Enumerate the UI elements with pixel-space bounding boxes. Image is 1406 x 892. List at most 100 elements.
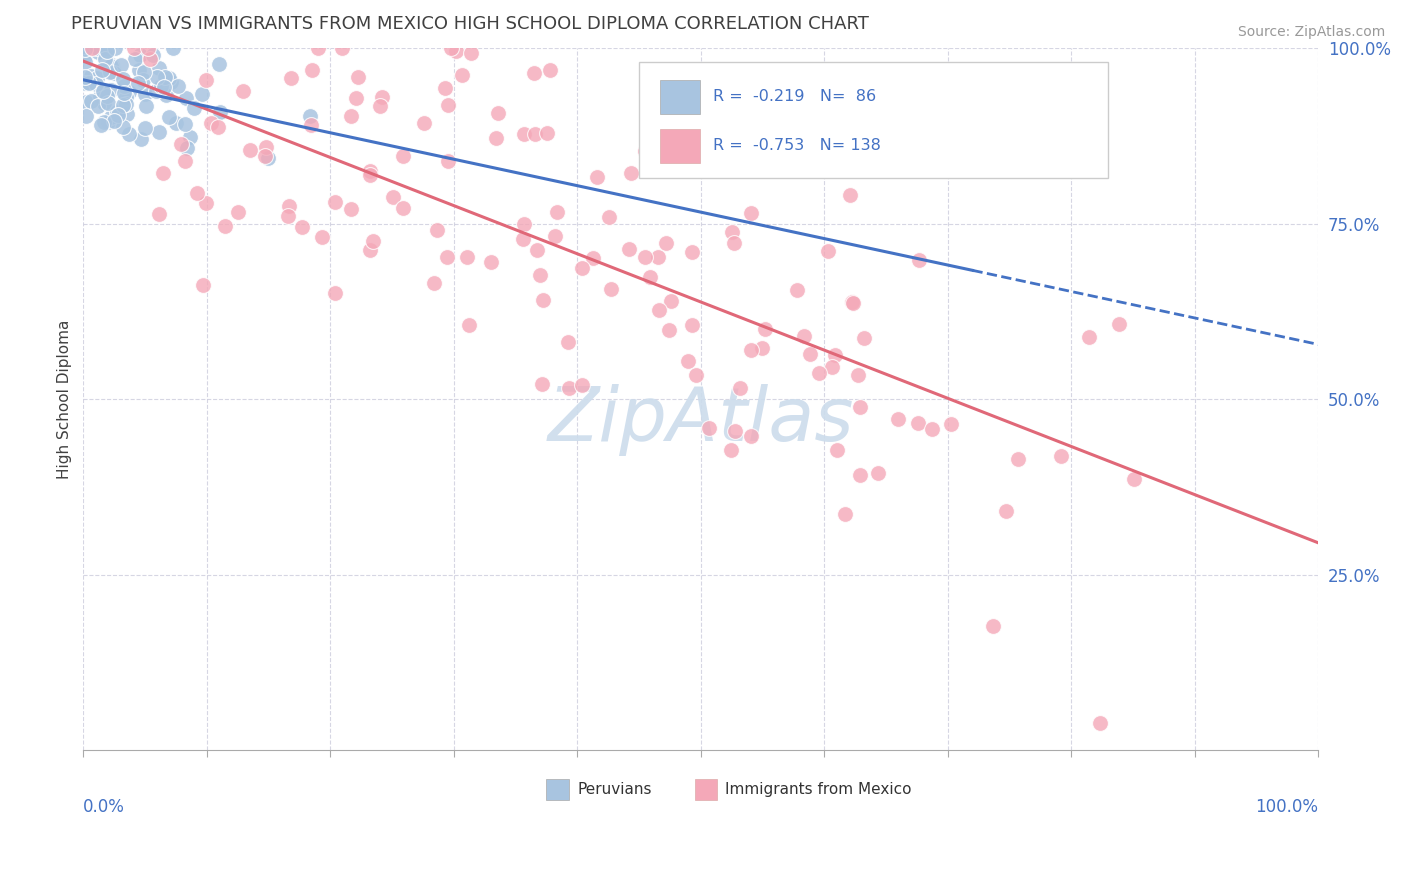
Point bbox=[681, 318, 703, 333]
Point bbox=[157, 110, 180, 124]
Point bbox=[89, 89, 111, 103]
Point bbox=[91, 84, 114, 98]
Point bbox=[278, 199, 301, 213]
Text: Immigrants from Mexico: Immigrants from Mexico bbox=[725, 782, 912, 797]
Point bbox=[97, 96, 120, 111]
Point bbox=[413, 116, 436, 130]
Point bbox=[834, 508, 856, 522]
Point bbox=[848, 400, 870, 414]
Point bbox=[75, 95, 97, 109]
Point bbox=[112, 79, 135, 94]
Point bbox=[634, 144, 657, 158]
Point bbox=[697, 421, 720, 435]
Point bbox=[73, 49, 96, 63]
Point bbox=[538, 63, 561, 78]
Point bbox=[921, 422, 943, 436]
Point bbox=[1122, 472, 1144, 486]
Point bbox=[214, 219, 236, 233]
Bar bbox=[695, 780, 717, 800]
Point bbox=[97, 115, 120, 129]
Point bbox=[825, 443, 848, 458]
Point bbox=[1090, 715, 1112, 730]
Point bbox=[330, 41, 353, 55]
Point bbox=[323, 286, 346, 301]
Point bbox=[359, 163, 381, 178]
Point bbox=[808, 366, 831, 380]
Point bbox=[754, 321, 776, 335]
Point bbox=[513, 128, 536, 142]
Point bbox=[277, 209, 299, 223]
Point bbox=[90, 62, 112, 77]
Point bbox=[526, 243, 548, 257]
Point bbox=[299, 118, 322, 132]
Point bbox=[135, 99, 157, 113]
Point bbox=[600, 282, 623, 296]
Point bbox=[208, 57, 231, 71]
Point bbox=[995, 503, 1018, 517]
Point bbox=[720, 442, 742, 457]
Point bbox=[100, 110, 122, 124]
Point bbox=[634, 250, 657, 264]
Point bbox=[146, 70, 169, 84]
FancyBboxPatch shape bbox=[640, 62, 1108, 178]
Point bbox=[155, 88, 177, 103]
Point bbox=[436, 250, 458, 264]
Point bbox=[200, 116, 222, 130]
Point bbox=[648, 303, 671, 318]
Point bbox=[173, 117, 195, 131]
Point bbox=[740, 343, 762, 357]
Point bbox=[183, 101, 205, 115]
Point bbox=[1108, 317, 1130, 331]
Point bbox=[153, 70, 176, 84]
Point bbox=[681, 244, 703, 259]
Point bbox=[96, 45, 118, 59]
Point bbox=[98, 65, 121, 79]
Point bbox=[209, 104, 232, 119]
Point bbox=[86, 45, 108, 60]
Point bbox=[114, 96, 136, 111]
Point bbox=[107, 105, 129, 120]
Point bbox=[544, 228, 567, 243]
Point bbox=[381, 190, 404, 204]
Text: ZipAtlas: ZipAtlas bbox=[547, 384, 853, 456]
Point bbox=[530, 376, 553, 391]
Point bbox=[751, 341, 773, 355]
Point bbox=[191, 87, 214, 101]
Y-axis label: High School Diploma: High School Diploma bbox=[58, 319, 72, 479]
Point bbox=[460, 45, 482, 60]
Bar bbox=[659, 80, 700, 113]
Point bbox=[585, 169, 607, 184]
Point bbox=[524, 127, 547, 141]
Point bbox=[523, 66, 546, 80]
Point bbox=[838, 188, 860, 202]
Point bbox=[724, 425, 747, 439]
Point bbox=[821, 360, 844, 375]
Point bbox=[167, 78, 190, 93]
Point bbox=[740, 206, 762, 220]
Point bbox=[93, 115, 115, 129]
Point bbox=[148, 124, 170, 138]
Point bbox=[658, 323, 681, 337]
Text: 0.0%: 0.0% bbox=[83, 797, 125, 815]
Point bbox=[110, 58, 132, 72]
Point bbox=[546, 205, 568, 219]
Point bbox=[191, 277, 214, 292]
Point bbox=[311, 229, 333, 244]
Point bbox=[685, 368, 707, 383]
Point bbox=[598, 210, 620, 224]
Point bbox=[152, 166, 174, 180]
Point bbox=[129, 132, 152, 146]
Point bbox=[908, 252, 931, 267]
Point bbox=[104, 41, 127, 55]
Point bbox=[96, 88, 118, 103]
Point bbox=[617, 243, 640, 257]
Point bbox=[678, 354, 700, 368]
Point bbox=[174, 153, 197, 168]
Point bbox=[186, 186, 208, 201]
Point bbox=[733, 86, 755, 100]
Point bbox=[824, 348, 846, 362]
Point bbox=[740, 429, 762, 443]
Point bbox=[793, 329, 815, 343]
Point bbox=[817, 244, 839, 259]
Point bbox=[103, 66, 125, 80]
